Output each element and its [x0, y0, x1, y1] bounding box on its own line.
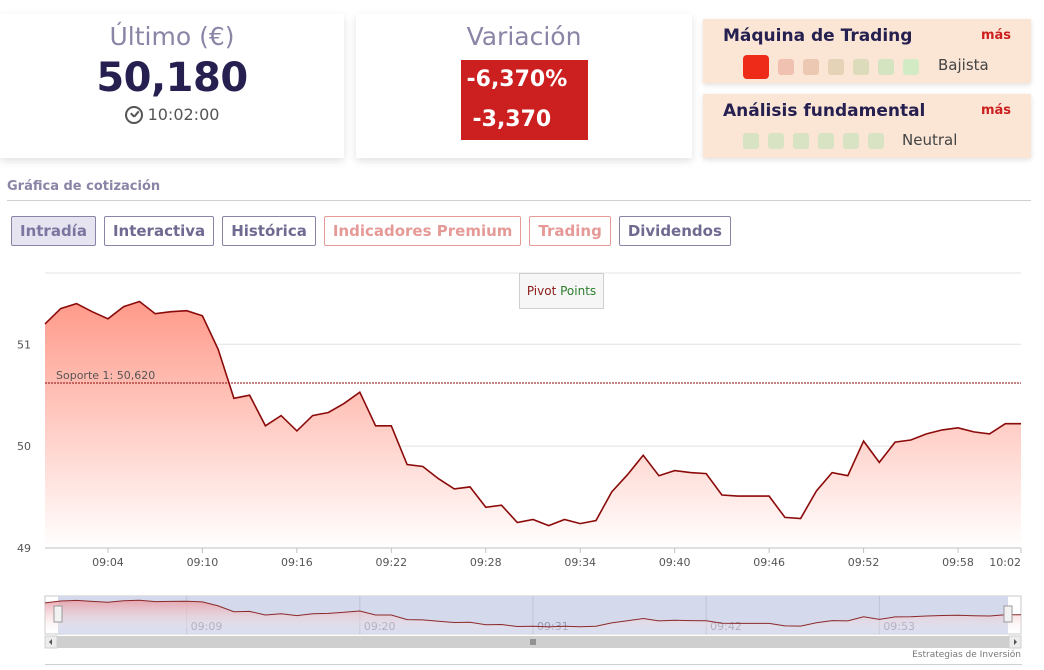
arrow-right-icon: [1014, 639, 1017, 645]
trading-signal-dots: [743, 55, 919, 79]
x-tick-label: 09:46: [753, 556, 785, 569]
x-tick-label: 09:58: [942, 556, 974, 569]
last-price-title: Último (€): [109, 22, 235, 51]
x-tick-label: 09:28: [470, 556, 502, 569]
trading-signal-dot: [853, 59, 869, 75]
tab-histórica[interactable]: Histórica: [222, 216, 316, 246]
x-tick-label: 09:40: [659, 556, 691, 569]
last-price-value: 50,180: [96, 55, 248, 101]
fundamental-panel: Análisis fundamental más Neutral: [703, 94, 1031, 158]
fundamental-signal-dot: [843, 133, 859, 149]
x-tick-label: 09:10: [187, 556, 219, 569]
fundamental-signal-dot: [793, 133, 809, 149]
fundamental-signal-dots: [743, 133, 884, 149]
x-tick-label: 09:22: [375, 556, 407, 569]
trading-signal-dot: [878, 59, 894, 75]
clock-icon: [124, 105, 143, 124]
fundamental-signal-dot: [768, 133, 784, 149]
variation-card: Variación -6,370% -3,370: [356, 14, 692, 158]
arrow-left-icon: [49, 639, 52, 645]
pivot-label-1: Pivot: [526, 284, 561, 298]
fundamental-more-link[interactable]: más: [980, 103, 1011, 118]
fundamental-signal-dot: [743, 133, 759, 149]
last-time-row: 10:02:00: [0, 105, 344, 124]
x-tick-label: 10:02: [989, 556, 1021, 569]
x-tick-label: 09:34: [564, 556, 596, 569]
chart-tabs: Intradía Interactiva Histórica Indicadores …: [11, 216, 731, 246]
trading-signal-dot: [743, 55, 769, 79]
footer-divider: [45, 664, 1022, 665]
trading-machine-panel: Máquina de Trading más Bajista: [703, 19, 1031, 83]
variation-percent: -6,370%: [466, 67, 568, 92]
fundamental-status: Neutral: [902, 131, 958, 149]
trading-machine-status: Bajista: [938, 56, 989, 74]
variation-title: Variación: [466, 22, 582, 51]
trading-signal-dot: [778, 59, 794, 75]
trading-machine-more-link[interactable]: más: [980, 28, 1011, 43]
y-tick-label: 49: [17, 542, 31, 555]
pivot-points-button[interactable]: Pivot Points: [519, 273, 604, 309]
tab-intradía[interactable]: Intradía: [11, 216, 96, 246]
tab-dividendos[interactable]: Dividendos: [618, 216, 731, 246]
x-tick-label: 09:16: [281, 556, 313, 569]
fundamental-signal-dot: [818, 133, 834, 149]
trading-signal-dot: [903, 59, 919, 75]
last-price-card: Último (€) 50,180 10:02:00: [0, 14, 344, 158]
variation-box: -6,370% -3,370: [460, 60, 588, 140]
x-tick-label: 09:52: [848, 556, 880, 569]
price-line: [44, 300, 1021, 527]
last-time-value: 10:02:00: [147, 105, 220, 124]
trading-signal-dot: [803, 59, 819, 75]
pivot-label-2: Points: [560, 284, 597, 298]
tab-indicadores-premium[interactable]: Indicadores Premium: [323, 216, 522, 246]
y-tick-label: 51: [17, 338, 31, 351]
variation-absolute: -3,370: [472, 107, 552, 132]
navigator-line: [44, 599, 1021, 628]
support-label: Soporte 1: 50,620: [56, 369, 155, 382]
trading-machine-title: Máquina de Trading: [723, 26, 913, 46]
section-divider: [7, 200, 1031, 201]
price-chart[interactable]: Soporte 1: 50,620 49 50 51 09:04 09:10 09:16 0…: [0, 260, 1044, 660]
fundamental-signal-dot: [868, 133, 884, 149]
navigator-handle: [53, 605, 63, 623]
tab-trading[interactable]: Trading: [529, 216, 611, 246]
x-tick-label: 09:04: [92, 556, 124, 569]
fundamental-title: Análisis fundamental: [723, 101, 926, 121]
navigator[interactable]: 09:0909:2009:3109:4209:53: [44, 595, 1022, 649]
y-tick-label: 50: [17, 440, 31, 453]
section-title: Gráfica de cotización: [7, 179, 161, 194]
chart-credit: Estrategias de Inversión: [912, 650, 1021, 660]
trading-signal-dot: [828, 59, 844, 75]
navigator-handle: [1003, 605, 1013, 623]
tab-interactiva[interactable]: Interactiva: [103, 216, 215, 246]
price-area: [45, 301, 1021, 548]
navigator-area: [45, 600, 1021, 634]
